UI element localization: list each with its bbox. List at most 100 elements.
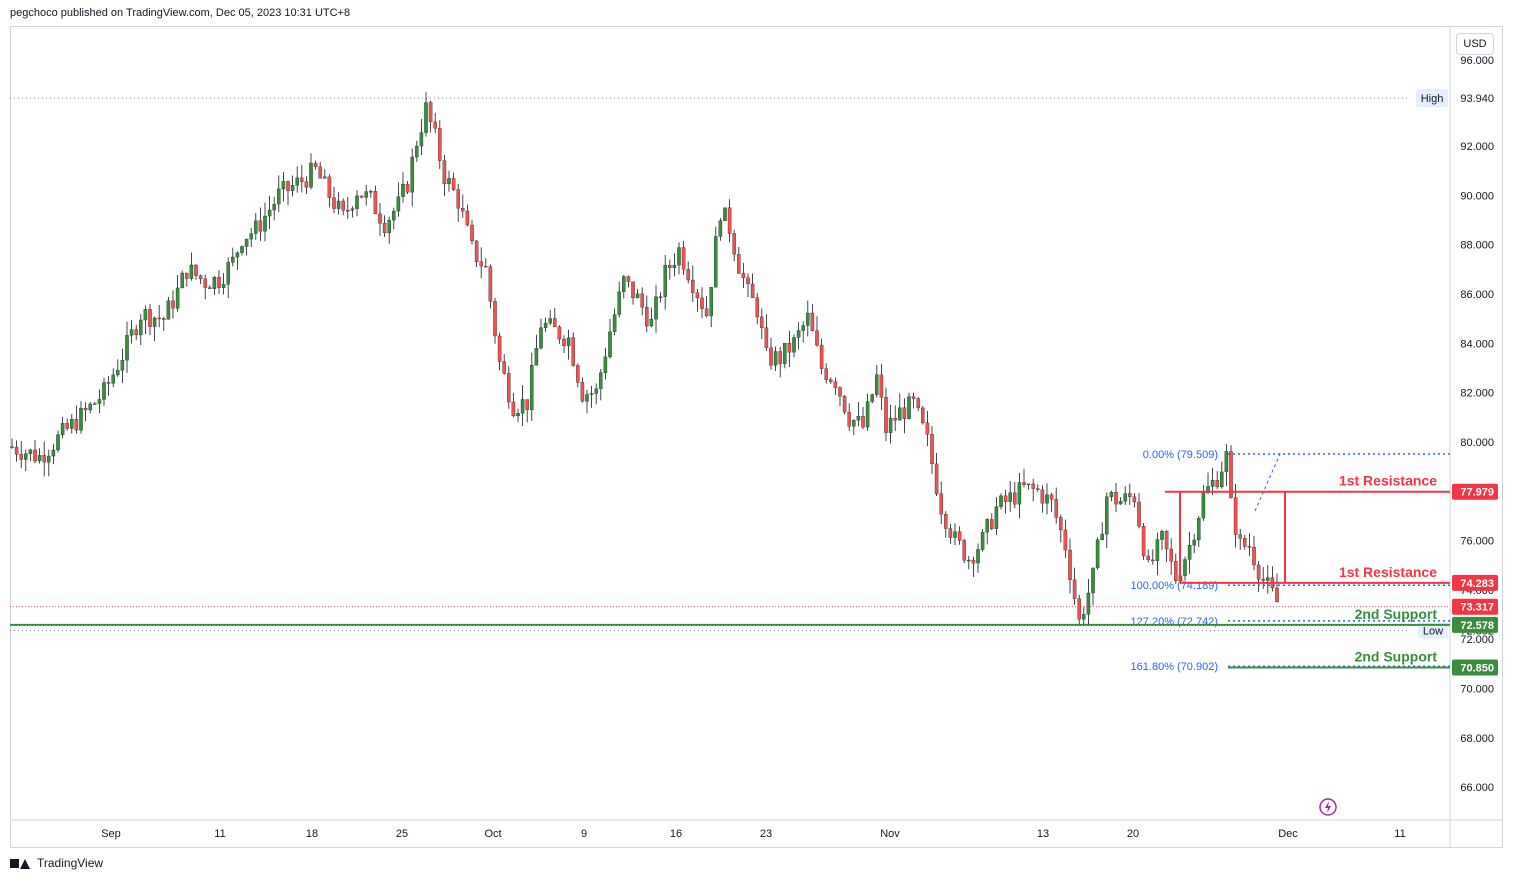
candle-body bbox=[562, 338, 566, 346]
candle-body bbox=[1169, 548, 1173, 562]
candle-body bbox=[369, 191, 373, 193]
candle-body bbox=[1082, 614, 1086, 620]
candle-body bbox=[152, 317, 157, 327]
candle-body bbox=[244, 238, 249, 247]
candle-body bbox=[116, 370, 120, 376]
y-tick-label: 66.000 bbox=[1460, 782, 1494, 794]
level-label: 2nd Support bbox=[1355, 649, 1438, 665]
candle-body bbox=[520, 399, 525, 414]
candle-body bbox=[120, 360, 125, 371]
candle-body bbox=[585, 394, 589, 402]
candle-body bbox=[571, 337, 575, 366]
candle-body bbox=[626, 276, 631, 282]
y-tick-label: 92.000 bbox=[1460, 141, 1494, 153]
candle-body bbox=[1013, 492, 1017, 505]
low-label-bg bbox=[1418, 622, 1448, 639]
candle-body bbox=[1068, 549, 1072, 580]
candle-body bbox=[691, 279, 695, 293]
candle-body bbox=[723, 207, 727, 221]
candle-body bbox=[479, 261, 483, 267]
price-tag: 72.578 bbox=[1460, 620, 1494, 632]
x-tick-label: Oct bbox=[484, 828, 501, 840]
candle-body bbox=[327, 176, 332, 198]
candle-body bbox=[198, 275, 203, 279]
candle-body bbox=[415, 145, 419, 158]
candle-body bbox=[493, 301, 497, 337]
candle-body bbox=[37, 455, 42, 462]
candle-body bbox=[953, 531, 957, 538]
candle-body bbox=[387, 219, 391, 234]
candle-body bbox=[1229, 451, 1233, 498]
candle-body bbox=[1201, 492, 1206, 519]
candle-body bbox=[70, 419, 74, 429]
candle-body bbox=[332, 197, 336, 209]
candle-body bbox=[1123, 493, 1127, 502]
candle-body bbox=[1238, 534, 1242, 539]
candle-body bbox=[594, 388, 598, 394]
level-label: 1st Resistance bbox=[1339, 564, 1437, 580]
candle-body bbox=[898, 407, 902, 421]
candle-body bbox=[677, 247, 681, 266]
candle-body bbox=[300, 177, 304, 182]
currency-selector[interactable]: USD bbox=[1456, 33, 1494, 55]
high-value: 93.940 bbox=[1460, 93, 1494, 105]
candle-body bbox=[378, 213, 382, 224]
candle-body bbox=[934, 463, 939, 494]
candle-body bbox=[290, 185, 295, 191]
candle-body bbox=[51, 449, 56, 457]
candle-body bbox=[842, 395, 847, 413]
lightning-bolt-icon bbox=[1325, 801, 1331, 813]
candle-body bbox=[1275, 587, 1279, 603]
candle-body bbox=[976, 549, 980, 564]
candle-body bbox=[235, 252, 240, 258]
candle-body bbox=[1128, 493, 1132, 497]
candle-body bbox=[231, 256, 235, 263]
candle-body bbox=[47, 455, 51, 463]
candle-body bbox=[534, 348, 539, 366]
candle-body bbox=[14, 446, 19, 455]
candle-body bbox=[56, 434, 60, 451]
candle-body bbox=[451, 178, 456, 190]
candle-body bbox=[442, 160, 447, 185]
candle-body bbox=[433, 121, 437, 129]
fib-level-label: 161.80% (70.902) bbox=[1131, 661, 1218, 673]
candle-body bbox=[870, 394, 874, 402]
candle-body bbox=[419, 132, 424, 147]
candle-body bbox=[217, 277, 221, 288]
candle-body bbox=[1137, 501, 1141, 527]
candle-body bbox=[686, 269, 690, 281]
y-tick-label: 76.000 bbox=[1460, 536, 1494, 548]
candle-body bbox=[884, 397, 888, 433]
candle-body bbox=[208, 287, 212, 289]
candle-body bbox=[1215, 479, 1219, 488]
candle-body bbox=[355, 195, 359, 209]
candle-body bbox=[916, 398, 920, 409]
candle-body bbox=[60, 423, 65, 435]
candle-body bbox=[548, 318, 552, 324]
candle-body bbox=[258, 220, 263, 232]
candle-body bbox=[838, 387, 842, 397]
candle-body bbox=[277, 188, 281, 205]
candle-body bbox=[341, 200, 345, 211]
candle-body bbox=[948, 528, 953, 538]
candle-body bbox=[709, 287, 713, 317]
candle-body bbox=[1026, 483, 1031, 486]
candle-body bbox=[681, 247, 686, 270]
candle-body bbox=[902, 407, 907, 419]
candle-body bbox=[649, 318, 654, 327]
candle-body bbox=[875, 374, 879, 395]
candle-body bbox=[484, 265, 488, 268]
candle-body bbox=[1174, 561, 1178, 582]
candle-body bbox=[543, 322, 548, 328]
level-label: 2nd Support bbox=[1355, 606, 1438, 622]
candle-body bbox=[97, 399, 102, 404]
candle-body bbox=[801, 325, 805, 331]
tradingview-logo-icon bbox=[10, 857, 32, 869]
candle-body bbox=[456, 189, 460, 209]
candle-body bbox=[907, 396, 911, 419]
candle-body bbox=[1261, 579, 1265, 581]
candle-body bbox=[732, 233, 736, 255]
candle-body bbox=[1017, 482, 1022, 505]
candle-body bbox=[263, 215, 267, 232]
